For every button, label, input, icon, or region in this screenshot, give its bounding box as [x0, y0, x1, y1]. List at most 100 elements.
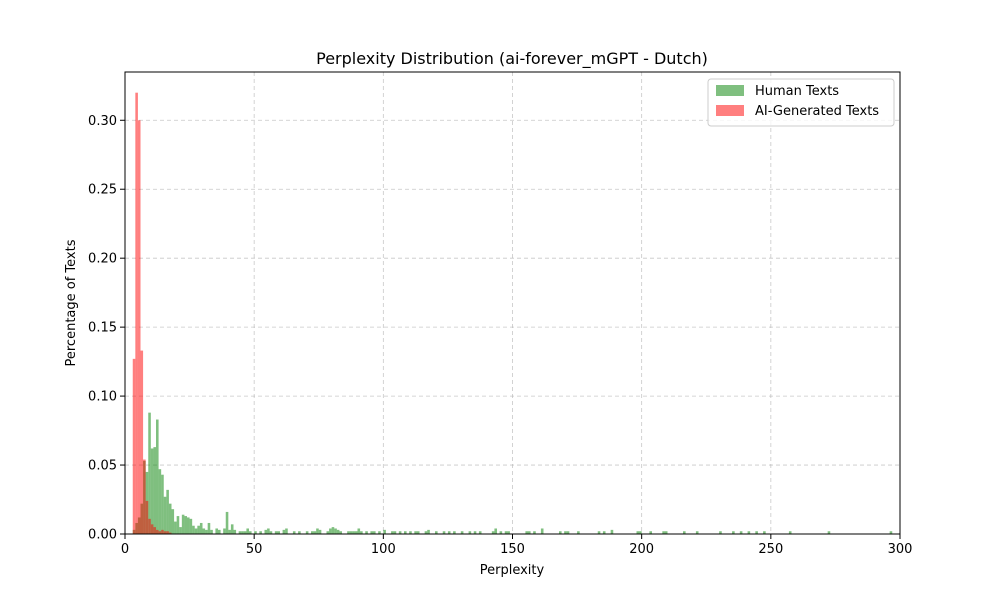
human-texts-bar: [683, 531, 686, 534]
y-tick-label: 0.30: [88, 114, 117, 129]
human-texts-bar: [218, 529, 221, 534]
human-texts-bar: [499, 531, 503, 534]
legend-label-ai: AI-Generated Texts: [755, 104, 879, 119]
human-texts-bar: [739, 531, 743, 534]
human-texts-bar: [373, 531, 376, 534]
x-tick-label: 200: [629, 542, 654, 557]
human-texts-bar: [199, 522, 203, 534]
ai-texts-bar: [150, 524, 154, 534]
human-texts-bar: [763, 531, 766, 534]
human-texts-bar: [564, 531, 567, 534]
human-texts-bar: [435, 531, 438, 534]
legend: Human Texts AI-Generated Texts: [707, 78, 895, 127]
human-texts-bar: [187, 517, 190, 534]
human-texts-bar: [540, 528, 544, 534]
human-texts-bar: [662, 531, 665, 534]
human-texts-bar: [153, 447, 156, 534]
human-texts-bar: [889, 531, 893, 534]
human-texts-bar: [414, 531, 417, 534]
human-texts-bar: [383, 529, 386, 534]
ai-texts-bar: [137, 120, 141, 535]
y-tick-label: 0.05: [88, 459, 117, 474]
human-texts-bar: [525, 531, 528, 534]
human-texts-bar: [292, 531, 296, 534]
human-texts-bar: [176, 516, 180, 534]
ai-texts-bar: [145, 500, 149, 534]
human-texts-bar: [442, 531, 446, 534]
y-tick-label: 0.10: [88, 390, 117, 405]
human-texts-bar: [254, 531, 257, 534]
human-texts-bar: [453, 531, 456, 534]
human-texts-bar: [171, 509, 175, 534]
human-texts-bar: [352, 531, 355, 534]
human-texts-bar: [347, 531, 350, 534]
human-texts-bar: [507, 531, 510, 534]
human-texts-bar: [181, 514, 185, 534]
human-texts-bar: [249, 531, 252, 534]
human-texts-bar: [274, 531, 278, 534]
human-texts-bar: [597, 531, 601, 534]
human-texts-bar: [504, 531, 508, 534]
human-texts-bar: [233, 529, 237, 534]
human-texts-bar: [370, 531, 373, 534]
human-texts-bar: [194, 528, 198, 534]
human-texts-bar: [460, 531, 464, 534]
human-texts-bar: [192, 525, 195, 534]
x-tick-label: 100: [371, 542, 396, 557]
human-texts-bar: [827, 531, 831, 534]
axis-ticks: 0 50 100 150 200 250 300 0.00 0.05 0.10 0.15 0.20 0.…: [88, 114, 912, 557]
ai-texts-bar: [158, 531, 162, 534]
x-tick-label: 50: [246, 542, 263, 557]
human-texts-bar: [339, 531, 342, 534]
human-texts-bar: [409, 531, 412, 534]
human-texts-bar: [207, 522, 211, 534]
human-texts-bar: [156, 419, 159, 534]
human-texts-bar: [649, 531, 652, 534]
human-texts-bar: [416, 531, 420, 534]
ai-texts-bar: [135, 92, 138, 534]
histogram-bars: [132, 92, 893, 535]
human-texts-bar: [285, 528, 288, 534]
human-texts-bar: [158, 469, 162, 534]
human-texts-bar: [223, 528, 226, 534]
ai-texts-bar: [140, 350, 144, 534]
human-texts-bar: [331, 527, 335, 534]
ai-texts-bar: [148, 518, 151, 534]
human-texts-bar: [447, 531, 451, 534]
ai-texts-bar: [143, 459, 146, 534]
human-texts-bar: [230, 524, 234, 534]
legend-box: [707, 78, 895, 127]
human-texts-bar: [210, 529, 213, 534]
y-tick-label: 0.15: [88, 321, 117, 336]
x-tick-label: 300: [888, 542, 913, 557]
ai-texts-bar: [163, 531, 167, 534]
chart-title: Perplexity Distribution (ai-forever_mGPT…: [316, 49, 708, 69]
human-texts-bar: [788, 531, 792, 534]
human-texts-bar: [664, 531, 668, 534]
human-texts-bar: [267, 528, 270, 534]
human-texts-bar: [313, 531, 317, 534]
human-texts-bar: [747, 531, 751, 534]
human-texts-bar: [336, 529, 340, 534]
human-texts-bar: [225, 511, 229, 534]
human-texts-bar: [150, 448, 154, 534]
ai-texts-bar: [161, 529, 164, 534]
human-texts-bar: [228, 529, 231, 534]
human-texts-bar: [559, 531, 562, 534]
human-texts-bar: [168, 503, 172, 534]
human-texts-bar: [732, 531, 735, 534]
y-tick-label: 0.20: [88, 252, 117, 267]
human-texts-bar: [326, 531, 330, 534]
human-texts-bar: [269, 531, 273, 534]
human-texts-bar: [566, 531, 570, 534]
human-texts-bar: [241, 531, 244, 534]
human-texts-bar: [311, 531, 314, 534]
human-texts-bar: [528, 531, 531, 534]
x-tick-label: 0: [121, 542, 129, 557]
human-texts-bar: [468, 531, 472, 534]
human-texts-bar: [491, 531, 495, 534]
human-texts-bar: [197, 525, 200, 534]
human-texts-bar: [189, 518, 193, 534]
human-texts-bar: [533, 531, 536, 534]
